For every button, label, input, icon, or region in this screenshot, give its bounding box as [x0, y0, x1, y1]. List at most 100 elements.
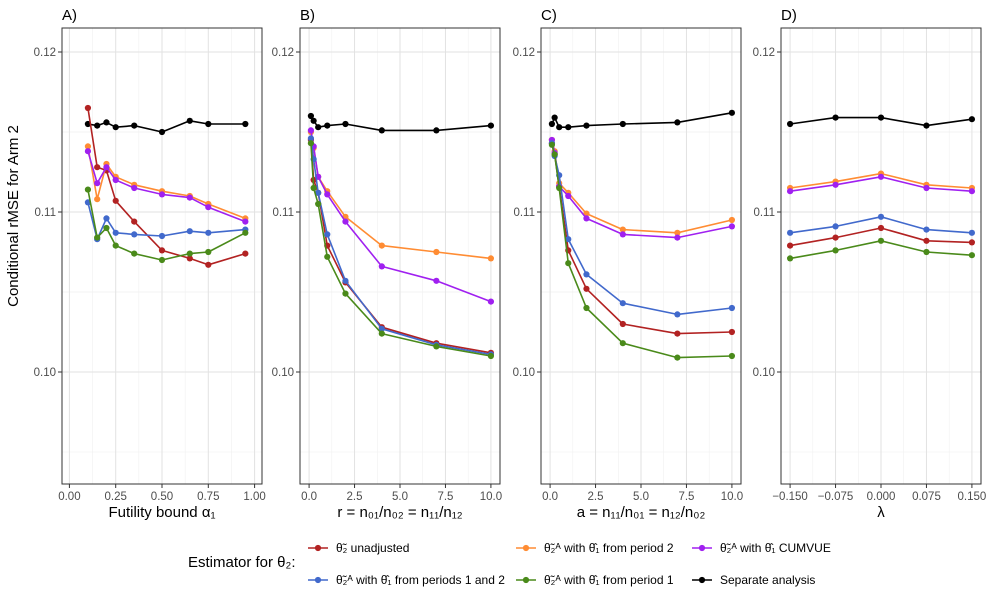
data-point	[307, 135, 315, 142]
y-tick-label: 0.10	[753, 367, 775, 379]
series-separate	[548, 109, 736, 131]
panel-label: B)	[300, 7, 315, 24]
series-separate	[786, 114, 976, 129]
data-point	[786, 255, 794, 262]
data-point	[728, 223, 736, 230]
data-point	[674, 119, 681, 126]
data-point	[619, 226, 626, 233]
data-point	[186, 228, 193, 235]
x-tick-label: 7.5	[437, 491, 453, 503]
data-point	[84, 143, 92, 150]
series-p1	[786, 237, 976, 262]
data-point	[877, 173, 885, 180]
data-point	[556, 184, 563, 192]
data-point	[307, 140, 315, 147]
data-point	[548, 141, 556, 148]
data-point	[877, 224, 885, 232]
series-p1	[84, 186, 249, 264]
data-point	[786, 120, 794, 128]
x-tick-label: 10.0	[721, 491, 743, 503]
data-point	[832, 234, 839, 241]
legend-label: θ̃₂ᴬ with θ̂₁ CUMVUE	[720, 541, 831, 555]
data-point	[923, 248, 930, 256]
data-point	[433, 343, 440, 350]
data-point	[832, 181, 839, 188]
data-point	[565, 236, 572, 243]
data-point	[94, 122, 101, 129]
data-point	[131, 250, 138, 257]
legend-label: θ̃₂ᴬ with θ̂₁ from period 1	[544, 573, 674, 587]
x-tick-label: 0.25	[105, 491, 127, 503]
data-point	[94, 196, 101, 203]
panel-label: C)	[541, 7, 557, 24]
data-point	[307, 112, 315, 120]
data-point	[378, 242, 385, 249]
x-tick-label: 0.75	[197, 491, 219, 503]
legend-item-p1: θ̃₂ᴬ with θ̂₁ from period 1	[516, 573, 674, 587]
data-point	[786, 242, 794, 249]
y-tick-label: 0.12	[34, 47, 56, 59]
panel-c: C) 0.10 0.11 0.12 0.0 2.5 5.0 7.5 10.0 a = n₁₁/n₀…	[513, 7, 743, 521]
legend-label: θ̃₂ᴬ with θ̂₁ from period 2	[544, 541, 674, 555]
data-point	[342, 120, 349, 128]
legend-title: Estimator for θ₂:	[188, 554, 296, 571]
data-point	[619, 320, 626, 328]
data-point	[186, 250, 193, 257]
data-point	[487, 352, 495, 360]
x-tick-label: −0.075	[818, 491, 854, 503]
data-point	[103, 119, 110, 126]
data-point	[728, 304, 736, 312]
data-point	[877, 213, 885, 220]
data-point	[103, 224, 110, 232]
data-point	[583, 122, 590, 129]
x-tick-label: 0.50	[151, 491, 173, 503]
data-point	[242, 229, 249, 236]
data-point	[487, 298, 495, 305]
y-tick-label: 0.10	[34, 367, 56, 379]
x-tick-label: 0.075	[912, 491, 941, 503]
data-point	[378, 330, 385, 337]
data-point	[728, 352, 736, 360]
data-point	[433, 127, 440, 134]
data-point	[378, 127, 385, 134]
data-point	[131, 231, 138, 238]
legend-key-point	[698, 544, 706, 552]
data-point	[315, 124, 322, 131]
data-point	[112, 176, 119, 184]
data-point	[131, 122, 138, 129]
y-tick-label: 0.11	[753, 207, 775, 219]
legend-key-point	[522, 576, 530, 584]
series-both	[786, 213, 976, 236]
data-point	[619, 120, 626, 128]
data-point	[433, 248, 440, 256]
data-point	[158, 191, 166, 198]
series-line	[551, 144, 732, 359]
series-p1	[307, 140, 495, 360]
x-tick-label: 5.0	[633, 491, 649, 503]
data-point	[315, 200, 322, 208]
data-point	[583, 285, 590, 292]
data-point	[548, 120, 556, 128]
y-tick-label: 0.12	[272, 47, 294, 59]
data-point	[112, 124, 119, 131]
data-point	[674, 311, 681, 318]
data-point	[619, 340, 626, 347]
legend-key-point	[314, 576, 322, 584]
data-point	[324, 191, 331, 198]
data-point	[556, 124, 563, 131]
series-cumvue	[84, 148, 249, 225]
x-axis-title: Futility bound α₁	[108, 504, 215, 521]
data-point	[551, 114, 558, 121]
data-point	[84, 186, 92, 193]
data-point	[242, 250, 249, 257]
data-point	[565, 192, 572, 200]
legend-item-both: θ̃₂ᴬ with θ̂₁ from periods 1 and 2	[308, 573, 505, 587]
legend-key-point	[522, 544, 530, 552]
legend-item-p2: θ̃₂ᴬ with θ̂₁ from period 2	[516, 541, 674, 555]
data-point	[186, 255, 193, 262]
x-axis-title: a = n₁₁/n₀₁ = n₁₂/n₀₂	[577, 504, 706, 521]
data-point	[551, 151, 558, 158]
x-tick-label: 10.0	[480, 491, 502, 503]
x-tick-label: 5.0	[392, 491, 408, 503]
x-tick-label: 2.5	[347, 491, 363, 503]
